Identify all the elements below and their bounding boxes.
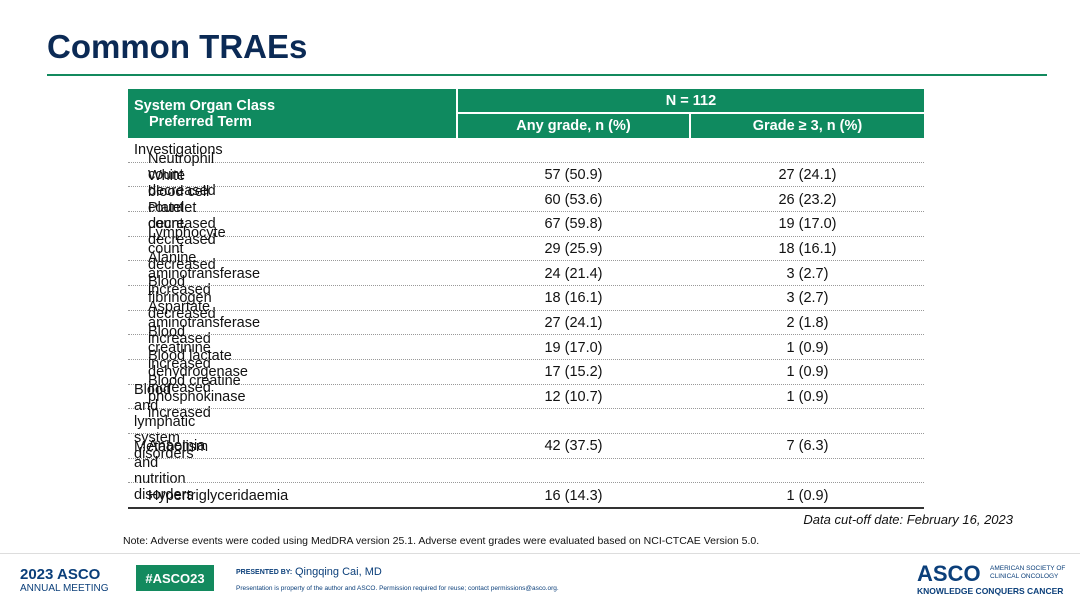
footer-rule bbox=[0, 553, 1080, 554]
any-grade: 42 (37.5) bbox=[544, 438, 603, 455]
any-grade: 67 (59.8) bbox=[544, 216, 603, 233]
presenter: Qingqing Cai, MD bbox=[295, 566, 382, 578]
row-divider bbox=[128, 383, 924, 385]
row-divider bbox=[128, 211, 924, 212]
row-divider bbox=[128, 260, 924, 262]
row-divider bbox=[128, 433, 924, 435]
hashtag: #ASCO23 bbox=[136, 565, 214, 591]
any-grade: 60 (53.6) bbox=[544, 191, 603, 208]
cutoff: Data cut-off date: February 16, 2023 bbox=[803, 512, 1013, 527]
any-grade: 16 (14.3) bbox=[544, 487, 603, 504]
any-grade: 12 (10.7) bbox=[544, 389, 603, 406]
grade3: 3 (2.7) bbox=[786, 290, 829, 307]
disclaimer: Presentation is property of the author a… bbox=[236, 585, 559, 592]
row-divider bbox=[128, 408, 924, 410]
grade3: 2 (1.8) bbox=[786, 315, 829, 332]
any-grade: 29 (25.9) bbox=[544, 241, 603, 258]
grade3: 1 (0.9) bbox=[786, 389, 829, 406]
society: AMERICAN SOCIETY OF CLINICAL ONCOLOGY bbox=[990, 565, 1066, 580]
logo: ASCO bbox=[917, 561, 981, 586]
group-name: Blood and lymphatic system disorders bbox=[134, 381, 196, 462]
grade3: 1 (0.9) bbox=[786, 487, 829, 504]
row-divider bbox=[128, 285, 924, 287]
term: Hypertriglyceridaemia bbox=[148, 487, 289, 504]
row-divider bbox=[128, 161, 924, 163]
meeting-year: 2023 ASCO bbox=[20, 566, 101, 583]
presented-by: PRESENTED BY: bbox=[236, 569, 293, 576]
table-bottom bbox=[128, 507, 924, 509]
header-text: Preferred Term bbox=[149, 113, 252, 130]
title-rule bbox=[47, 74, 1047, 76]
row-divider bbox=[128, 235, 924, 237]
header-g3: Grade ≥ 3, n (%) bbox=[691, 114, 924, 138]
row-divider bbox=[128, 482, 924, 484]
grade3: 18 (16.1) bbox=[778, 241, 837, 258]
grade3: 27 (24.1) bbox=[778, 167, 837, 183]
row-divider bbox=[128, 334, 924, 336]
any-grade: 27 (24.1) bbox=[544, 315, 603, 332]
any-grade: 19 (17.0) bbox=[544, 339, 603, 356]
row-divider bbox=[128, 186, 924, 188]
row-divider bbox=[128, 359, 924, 361]
title: Common TRAEs bbox=[47, 28, 308, 65]
row-divider bbox=[128, 457, 924, 459]
group-name: Investigations bbox=[134, 142, 223, 159]
any-grade: 57 (50.9) bbox=[544, 167, 603, 183]
meeting: ANNUAL MEETING bbox=[20, 583, 109, 594]
group-name: Metabolism and nutrition disorders bbox=[134, 439, 209, 504]
grade3: 26 (23.2) bbox=[778, 191, 837, 208]
header-n: N = 112 bbox=[458, 89, 924, 112]
grade3: 1 (0.9) bbox=[786, 364, 829, 381]
note: Note: Adverse events were coded using Me… bbox=[123, 535, 760, 547]
any-grade: 24 (21.4) bbox=[544, 265, 603, 282]
header-class: System Organ Class Preferred Term bbox=[128, 89, 456, 138]
header-any: Any grade, n (%) bbox=[458, 114, 689, 138]
any-grade: 17 (15.2) bbox=[544, 364, 603, 381]
grade3: 3 (2.7) bbox=[786, 265, 829, 282]
tagline: KNOWLEDGE CONQUERS CANCER bbox=[917, 586, 1064, 596]
any-grade: 18 (16.1) bbox=[544, 290, 603, 307]
grade3: 19 (17.0) bbox=[778, 216, 837, 233]
header-text: System Organ Class bbox=[134, 97, 276, 114]
term: Anaemia bbox=[148, 438, 206, 455]
grade3: 7 (6.3) bbox=[786, 438, 829, 455]
grade3: 1 (0.9) bbox=[786, 339, 829, 356]
row-divider bbox=[128, 309, 924, 311]
